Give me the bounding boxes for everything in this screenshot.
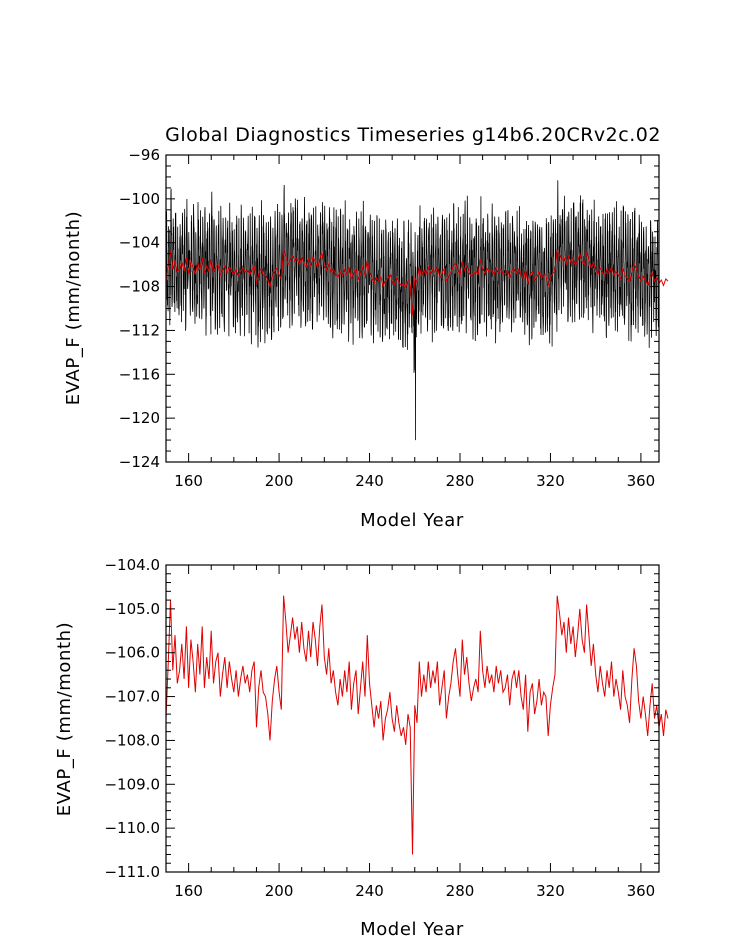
top-x-tick-label: 200	[265, 472, 294, 490]
top-series-group	[165, 180, 669, 441]
bottom-plot-frame	[165, 564, 660, 873]
bottom-x-axis-label: Model Year	[360, 919, 464, 940]
top-y-tick-label: −104	[119, 234, 160, 252]
bottom-y-tick-label: −105.0	[104, 600, 160, 618]
top-x-tick-label: 240	[355, 472, 384, 490]
bottom-y-tick-label: −109.0	[104, 775, 160, 793]
bottom-y-tick-label: −111.0	[104, 863, 160, 881]
bottom-y-tick-label: −110.0	[104, 819, 160, 837]
top-x-tick-label: 360	[627, 472, 656, 490]
top-y-tick-label: −116	[119, 365, 160, 383]
monthly-series-line	[165, 180, 659, 441]
top-y-tick-label: −108	[119, 278, 160, 296]
top-ticks-group: 160 200 240 280 320 360 −124 −120 −116 −112 −108 −1…	[119, 146, 659, 490]
top-y-axis-label: EVAP_F (mm/month)	[63, 211, 84, 406]
top-annual-mean-line	[165, 248, 669, 316]
top-x-axis-label: Model Year	[360, 510, 464, 531]
bottom-x-tick-label: 280	[446, 882, 475, 900]
chart-title: Global Diagnostics Timeseries g14b6.20CR…	[165, 124, 661, 146]
top-y-tick-label: −120	[119, 409, 160, 427]
bottom-x-tick-label: 240	[355, 882, 384, 900]
top-y-tick-label: −112	[119, 321, 160, 339]
bottom-y-tick-label: −107.0	[104, 688, 160, 706]
top-x-tick-label: 160	[174, 472, 203, 490]
top-y-tick-label: −100	[119, 190, 160, 208]
top-y-tick-label: −124	[119, 453, 160, 471]
bottom-annual-mean-line	[165, 595, 669, 855]
bottom-y-tick-label: −106.0	[104, 644, 160, 662]
bottom-y-axis-label: EVAP_F (mm/month)	[54, 622, 75, 817]
top-x-tick-label: 320	[536, 472, 565, 490]
bottom-ticks-group: 160 200 240 280 320 360 −111.0 −110.0 −109.0 −108…	[104, 556, 659, 900]
top-y-tick-label: −96	[128, 146, 160, 164]
bottom-x-tick-label: 200	[265, 882, 294, 900]
top-panel: Global Diagnostics Timeseries g14b6.20CR…	[63, 124, 669, 531]
bottom-x-tick-label: 360	[627, 882, 656, 900]
bottom-y-tick-label: −108.0	[104, 731, 160, 749]
bottom-series-group	[165, 595, 669, 855]
top-x-tick-label: 280	[446, 472, 475, 490]
bottom-x-tick-label: 160	[174, 882, 203, 900]
bottom-panel: 160 200 240 280 320 360 −111.0 −110.0 −109.0 −108…	[54, 556, 669, 940]
bottom-x-tick-label: 320	[536, 882, 565, 900]
bottom-y-tick-label: −104.0	[104, 556, 160, 574]
